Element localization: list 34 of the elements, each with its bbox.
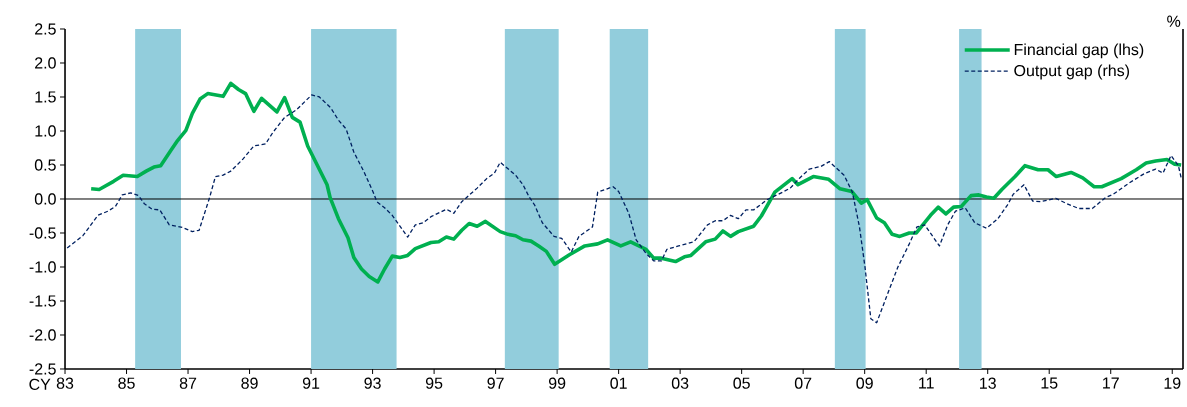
y-tick-label: 2.0 [35,57,56,69]
x-tick-label: 11 [919,377,934,389]
x-tick-label: 83 [56,377,74,389]
x-tick-label: 87 [179,377,197,389]
x-tick-label: 15 [1041,377,1058,389]
x-tick-label: 13 [980,377,996,389]
y-tick-label: 0.5 [34,159,56,171]
y-tick-label: -2.0 [29,329,56,341]
x-tick-label: 97 [487,377,504,389]
y-tick-label: -0.5 [29,227,56,239]
x-tick-label: 03 [671,377,689,389]
x-tick-label: 07 [794,377,812,389]
y-tick-label: 1.5 [35,91,56,103]
y-tick-label: -1.0 [29,261,56,273]
x-tick-label: 93 [364,377,381,389]
y-tick-label: 1.0 [35,125,56,137]
legend-label: Output gap (rhs) [1014,64,1130,80]
x-tick-label: 19 [1164,377,1181,389]
x-tick-label: 89 [241,377,258,389]
x-tick-label: 17 [1103,377,1119,389]
y-tick-label: -2.5 [29,363,56,375]
x-tick-label: 91 [302,377,320,389]
x-tick-label: 05 [733,377,750,389]
x-tick-label: 99 [548,377,566,389]
x-tick-label: 85 [118,377,135,389]
x-tick-label: 01 [610,377,627,389]
x-axis-title: CY [29,378,51,391]
y-tick-label: -1.5 [29,295,56,307]
y-tick-label: 0.0 [34,193,56,205]
text: % [1167,15,1181,27]
x-tick-label: 95 [425,377,443,389]
legend-label: Financial gap (lhs) [1014,43,1144,59]
x-tick-label: 09 [856,377,873,389]
y-tick-label: 2.5 [35,23,56,35]
